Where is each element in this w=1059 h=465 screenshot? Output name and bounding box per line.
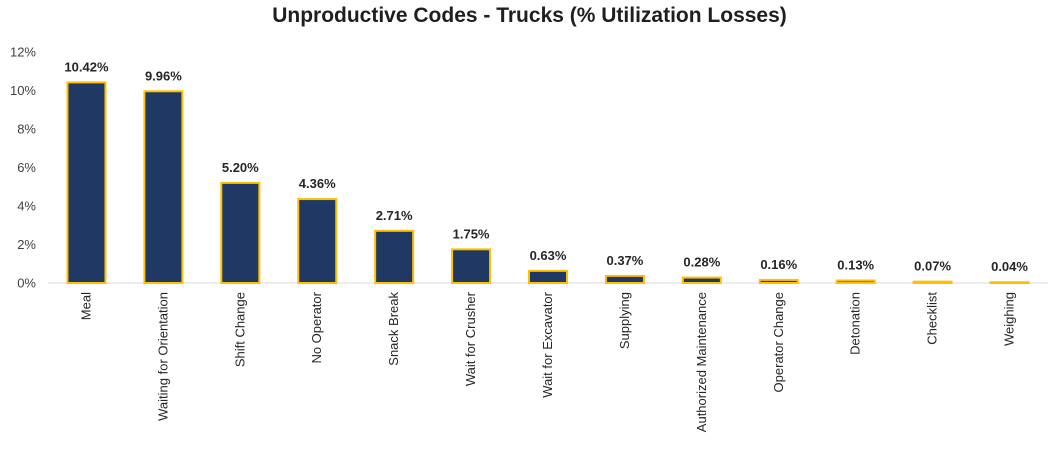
bar-no-operator	[297, 198, 338, 285]
y-tick-label: 6%	[17, 160, 36, 175]
category-label: Detonation	[848, 292, 863, 355]
bar-shift-change	[220, 181, 261, 284]
bar-operator-change	[758, 278, 799, 285]
bar-meal	[66, 81, 107, 285]
bar-waiting-for-orientation	[143, 90, 184, 284]
category-label: Snack Break	[386, 292, 401, 366]
bar-wait-for-excavator	[528, 269, 568, 284]
bar-supplying	[604, 274, 645, 285]
data-label: 9.96%	[145, 68, 182, 83]
data-label: 0.63%	[530, 248, 567, 263]
bar-detonation	[835, 279, 876, 284]
bar-wait-for-crusher	[451, 248, 492, 284]
category-label: Authorized Maintenance	[694, 292, 709, 432]
category-label: Wait for Crusher	[463, 291, 478, 386]
y-tick-label: 0%	[17, 276, 36, 291]
y-tick-label: 2%	[17, 237, 36, 252]
data-label: 5.20%	[222, 160, 259, 175]
category-label: No Operator	[309, 291, 324, 363]
data-label: 0.04%	[991, 259, 1028, 274]
category-label: Operator Change	[771, 292, 786, 392]
category-label: Waiting for Orientation	[155, 292, 170, 421]
data-label: 0.37%	[606, 253, 643, 268]
data-label: 0.28%	[683, 255, 720, 270]
y-tick-label: 8%	[17, 122, 36, 137]
data-label: 0.07%	[914, 259, 951, 274]
chart-title: Unproductive Codes - Trucks (% Utilizati…	[272, 4, 787, 27]
bar-authorized-maintenance	[681, 276, 722, 284]
category-label: Meal	[78, 292, 93, 320]
y-tick-label: 12%	[10, 45, 36, 60]
bar-weighing	[989, 281, 1030, 285]
bar-checklist	[912, 280, 953, 284]
category-label: Wait for Excavator	[540, 291, 555, 397]
category-label: Checklist	[925, 292, 940, 345]
y-tick-label: 4%	[17, 199, 36, 214]
data-label: 10.42%	[64, 59, 109, 74]
category-label: Shift Change	[232, 292, 247, 367]
data-label: 0.16%	[760, 257, 797, 272]
data-label: 0.13%	[837, 257, 874, 272]
category-label: Weighing	[1002, 292, 1017, 346]
data-label: 1.75%	[453, 226, 490, 241]
category-label: Supplying	[617, 292, 632, 349]
y-tick-label: 10%	[10, 83, 36, 98]
data-label: 4.36%	[299, 176, 336, 191]
data-label: 2.71%	[376, 208, 413, 223]
bar-snack-break	[374, 229, 415, 285]
